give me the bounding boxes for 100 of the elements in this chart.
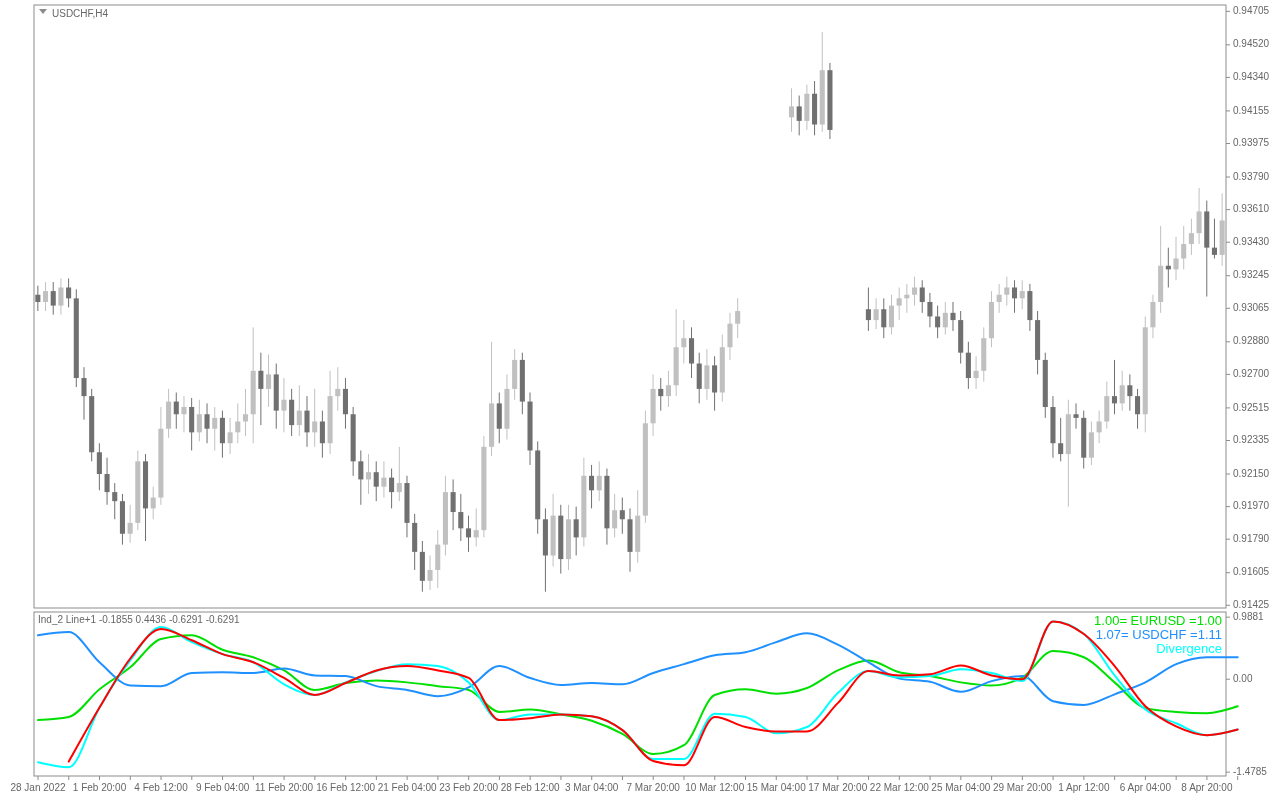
candlestick [127,504,133,544]
y-tick-label: 0.93065 [1233,301,1270,313]
y-tick-label: 0.92515 [1233,401,1270,413]
text: Divergence [1156,641,1222,656]
candlestick [796,95,802,136]
y-tick-label: 0.93790 [1233,170,1270,182]
candlestick [1181,225,1187,270]
y-tick-label: 0.93245 [1233,269,1270,281]
candlestick [973,355,979,390]
candlestick [658,377,664,412]
y-tick-label: 0.92335 [1233,434,1270,446]
y-tick-label: 0.9881 [1233,610,1265,622]
candlestick [66,277,72,308]
candlestick [50,281,56,316]
candlestick [235,402,241,444]
y-tick-label: 0.94520 [1233,38,1270,50]
candlestick [304,395,310,448]
candlestick [473,507,479,547]
candlestick [358,449,364,506]
candlestick [942,301,948,336]
chart-title: Ind_2 Line+1 -0.1855 0.4436 -0.6291 -0.6291 [38,614,240,625]
candlestick [1011,279,1018,314]
candlestick [389,468,395,509]
y-tick-label: 0.94155 [1233,104,1270,116]
y-tick-label: 0.93610 [1233,203,1270,215]
candlestick [1127,373,1133,412]
candlestick [258,352,264,426]
y-tick-label: 0.91425 [1233,598,1270,610]
chart-title: USDCHF,H4 [52,7,109,19]
candlestick [1211,218,1218,260]
candlestick [1111,359,1118,415]
candlestick [396,446,402,502]
candlestick [1173,236,1179,281]
candlestick [35,285,41,312]
candlestick [612,493,618,538]
candlestick [865,286,871,332]
candlestick [873,297,879,330]
y-tick-label: 0.94340 [1233,71,1270,83]
candlestick [919,279,925,314]
candlestick [1188,218,1194,256]
candlestick [458,493,464,542]
y-tick-label: 0.91790 [1233,532,1270,544]
x-tick-label: 1 Feb 20:00 [72,782,127,793]
candlestick [896,286,902,321]
x-tick-label: 9 Feb 04:00 [195,782,250,793]
text: 1.00= EURUSD =1.00 [1094,613,1222,628]
candlestick [589,464,595,509]
candlestick [150,486,156,520]
candlestick [1196,187,1202,245]
candlestick [573,506,579,556]
candlestick [450,478,456,531]
x-tick-label: 28 Jan 2022 [10,782,66,793]
candlestick [912,276,918,307]
candlestick [43,281,49,312]
candlestick [365,453,372,495]
candlestick [296,384,302,437]
x-tick-label: 25 Mar 04:00 [931,782,991,793]
candlestick [788,87,795,133]
candlestick [1019,279,1025,310]
candlestick [1119,370,1125,412]
candlestick [181,395,187,433]
x-tick-label: 1 Apr 12:00 [1058,782,1110,793]
candlestick [935,305,941,339]
y-tick-label: 0.91970 [1233,500,1270,512]
x-tick-label: 4 Feb 12:00 [134,782,189,793]
candlestick [196,399,202,442]
x-tick-label: 8 Apr 20:00 [1181,782,1233,793]
candlestick [727,312,733,361]
x-tick-label: 16 Feb 12:00 [316,782,376,793]
candlestick [312,388,318,448]
candlestick [1096,410,1102,444]
candlestick [1073,402,1079,430]
x-tick-label: 17 Mar 20:00 [808,782,868,793]
x-tick-label: 3 Mar 04:00 [565,782,619,793]
candlestick [242,388,249,437]
candlestick [665,370,671,408]
y-tick-label: 0.92700 [1233,368,1270,380]
candlestick [1058,417,1064,462]
x-tick-label: 10 Mar 12:00 [685,782,745,793]
candlestick [212,406,218,451]
candlestick [96,442,102,491]
y-tick-label: 0.93975 [1233,137,1270,149]
candlestick [58,277,64,316]
candlestick [81,366,87,421]
candlestick [112,482,118,520]
x-tick-label: 29 Mar 20:00 [992,782,1053,793]
candlestick [681,319,687,365]
y-tick-label: 0.93430 [1233,235,1270,247]
candlestick [427,554,433,591]
x-tick-label: 11 Feb 20:00 [254,782,314,793]
candlestick [1004,276,1010,307]
x-tick-label: 21 Feb 04:00 [377,782,438,793]
candlestick [204,402,210,444]
x-tick-label: 23 Feb 20:00 [439,782,499,793]
candlestick [888,294,895,336]
candlestick [619,497,625,535]
x-tick-label: 22 Mar 12:00 [869,782,930,793]
candlestick [881,297,887,339]
candlestick [173,392,179,430]
candlestick [465,515,472,553]
